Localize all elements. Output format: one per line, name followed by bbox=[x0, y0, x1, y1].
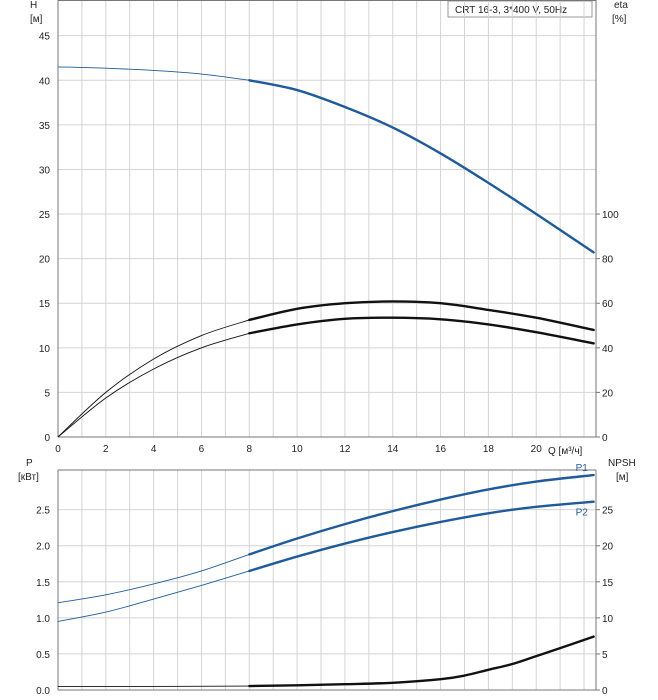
p-tick-label: 1.5 bbox=[36, 578, 50, 589]
eta-tick-label: 100 bbox=[602, 210, 619, 221]
p-tick-label: 2.5 bbox=[36, 506, 50, 517]
tick-labels: 0 2 4 6 8 10 12 14 16 18 20 0 5 10 15 20 25 30 35 40 45 0 20 40… bbox=[36, 32, 619, 697]
x-tick-label: 14 bbox=[387, 444, 399, 455]
npsh-tick-label: 10 bbox=[602, 614, 614, 625]
eta-tick-label: 20 bbox=[602, 388, 614, 399]
curve-p1 bbox=[248, 473, 595, 556]
chart-title: CRT 16-3, 3*400 V, 50Hz bbox=[455, 5, 567, 16]
eta-tick-label: 0 bbox=[602, 433, 608, 444]
h-tick-label: 5 bbox=[44, 388, 50, 399]
curve-eta_upper bbox=[248, 300, 595, 332]
x-tick-label: 0 bbox=[55, 444, 61, 455]
curve-eta_lower bbox=[248, 316, 595, 345]
x-tick-label: 8 bbox=[247, 444, 253, 455]
x-tick-label: 12 bbox=[339, 444, 351, 455]
npsh-tick-label: 0 bbox=[602, 686, 608, 697]
legend-box: CRT 16-3, 3*400 V, 50Hz bbox=[447, 0, 593, 18]
curve-h bbox=[248, 79, 595, 254]
x-tick-label: 10 bbox=[292, 444, 304, 455]
npsh-tick-label: 5 bbox=[602, 650, 608, 661]
eta-tick-label: 40 bbox=[602, 344, 614, 355]
h-tick-label: 30 bbox=[39, 165, 51, 176]
power-npsh-grid bbox=[57, 469, 597, 691]
head-eta-series bbox=[57, 66, 595, 438]
h-tick-label: 0 bbox=[44, 433, 50, 444]
p-tick-label: 2.0 bbox=[36, 542, 50, 553]
h-tick-label: 45 bbox=[39, 32, 51, 43]
p-tick-label: 1.0 bbox=[36, 614, 50, 625]
x-tick-label: 18 bbox=[483, 444, 495, 455]
h-tick-label: 20 bbox=[39, 255, 51, 266]
x-tick-label: 20 bbox=[531, 444, 543, 455]
curve-p2 bbox=[248, 500, 595, 573]
h-tick-label: 10 bbox=[39, 344, 51, 355]
p-axis-name: P bbox=[26, 458, 33, 469]
curve-p2-extended bbox=[57, 570, 250, 622]
npsh-axis-name: NPSH bbox=[608, 458, 636, 469]
power-npsh-series: P1 P2 bbox=[57, 463, 595, 688]
series-label-p1: P1 bbox=[576, 463, 589, 474]
p-tick-label: 0.5 bbox=[36, 650, 50, 661]
curve-h-extended bbox=[57, 66, 250, 81]
eta-tick-label: 80 bbox=[602, 255, 614, 266]
p-axis-unit: [кВт] bbox=[18, 472, 39, 483]
curve-eta_upper-extended bbox=[57, 319, 250, 438]
curve-npsh bbox=[248, 635, 595, 688]
x-tick-label: 16 bbox=[435, 444, 447, 455]
curve-eta_lower-extended bbox=[57, 332, 250, 438]
eta-axis-name: eta bbox=[614, 0, 628, 11]
series-label-p2: P2 bbox=[576, 508, 589, 519]
h-axis-name: H bbox=[30, 0, 37, 11]
curve-p1-extended bbox=[57, 553, 250, 604]
x-tick-label: 6 bbox=[199, 444, 205, 455]
npsh-axis-unit: [м] bbox=[616, 472, 629, 483]
h-tick-label: 40 bbox=[39, 76, 51, 87]
h-tick-label: 35 bbox=[39, 121, 51, 132]
h-tick-label: 15 bbox=[39, 299, 51, 310]
npsh-tick-label: 15 bbox=[602, 578, 614, 589]
eta-axis-unit: [%] bbox=[612, 14, 627, 25]
h-axis-unit: [м] bbox=[30, 14, 43, 25]
npsh-tick-label: 25 bbox=[602, 506, 614, 517]
head-eta-grid bbox=[57, 0, 597, 438]
h-tick-label: 25 bbox=[39, 210, 51, 221]
p-tick-label: 0.0 bbox=[36, 686, 50, 697]
npsh-tick-label: 20 bbox=[602, 542, 614, 553]
q-axis-label: Q [м³/ч] bbox=[548, 446, 583, 457]
eta-tick-label: 60 bbox=[602, 299, 614, 310]
x-tick-label: 2 bbox=[103, 444, 109, 455]
x-tick-label: 4 bbox=[151, 444, 157, 455]
